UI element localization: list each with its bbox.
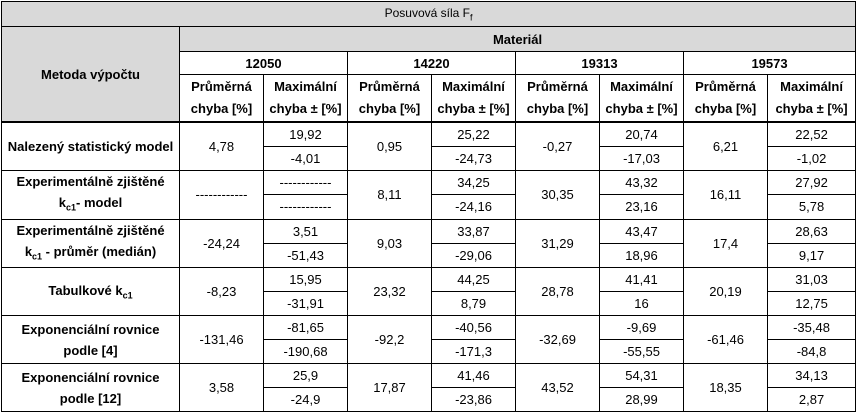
row-label: Nalezený statistický model xyxy=(1,121,180,171)
max-pos-value: 41,41 xyxy=(599,267,684,293)
max-neg-value: -55,55 xyxy=(599,339,684,365)
row-label: Exponenciální rovnice podle [4] xyxy=(1,315,180,365)
max-pos-value: 19,92 xyxy=(263,121,348,147)
max-pos-value: 34,13 xyxy=(766,363,856,389)
avg-value: 6,21 xyxy=(683,121,768,171)
avg-value: 18,35 xyxy=(683,363,768,413)
avg-value: -8,23 xyxy=(179,267,264,317)
max-pos-value: 44,25 xyxy=(431,267,516,293)
max-neg-value: 2,87 xyxy=(766,387,856,413)
max-pos-value: 34,25 xyxy=(431,169,516,196)
max-neg-value: -17,03 xyxy=(599,146,684,171)
avg-value: 8,11 xyxy=(347,170,432,220)
max-pos-value: 28,63 xyxy=(766,218,856,244)
avg-value: 17,87 xyxy=(347,363,432,413)
avg-value: ------------ xyxy=(179,170,264,220)
avg-value: 23,32 xyxy=(347,267,432,317)
max-pos-value: 31,03 xyxy=(766,267,856,293)
max-pos-value: -40,56 xyxy=(431,315,516,341)
max-neg-value: -171,3 xyxy=(431,339,516,365)
avg-value: -92,2 xyxy=(347,315,432,365)
max-pos-value: 43,32 xyxy=(599,169,684,196)
avg-value: 20,19 xyxy=(683,267,768,317)
max-neg-value: 5,78 xyxy=(766,194,856,220)
material-name: 19573 xyxy=(682,51,856,75)
max-pos-value: 43,47 xyxy=(599,218,684,244)
avg-value: -0,27 xyxy=(515,121,600,171)
max-neg-value: -4,01 xyxy=(263,146,348,171)
max-neg-value: 16 xyxy=(599,291,684,317)
max-neg-value: -1,02 xyxy=(766,146,856,171)
max-neg-value: ------------ xyxy=(263,194,348,220)
avg-value: 17,4 xyxy=(683,218,768,269)
max-pos-value: 15,95 xyxy=(263,267,348,293)
max-pos-value: 20,74 xyxy=(599,121,684,147)
method-header: Metoda výpočtu xyxy=(1,26,180,123)
avg-value: 16,11 xyxy=(683,170,768,220)
table-title: Posuvová síla Ff xyxy=(0,1,856,27)
max-pos-value: -81,65 xyxy=(263,315,348,341)
max-neg-value: 9,17 xyxy=(766,242,856,269)
max-neg-value: -190,68 xyxy=(263,339,348,365)
avg-value: -24,24 xyxy=(179,218,264,269)
avg-value: -61,46 xyxy=(683,315,768,365)
max-pos-value: 22,52 xyxy=(766,121,856,147)
max-pos-value: 41,46 xyxy=(431,363,516,389)
max-neg-value: 28,99 xyxy=(599,387,684,413)
max-neg-value: -84,8 xyxy=(766,339,856,365)
max-neg-value: 8,79 xyxy=(431,291,516,317)
max-pos-value: -35,48 xyxy=(766,315,856,341)
material-name: 19313 xyxy=(515,51,684,75)
max-neg-value: -24,9 xyxy=(263,387,348,413)
row-label: Tabulkové kc1 xyxy=(1,267,180,317)
max-pos-value: 25,9 xyxy=(263,363,348,389)
max-neg-value: -29,06 xyxy=(431,242,516,269)
row-label: Experimentálně zjištěné kc1 - průměr (med… xyxy=(1,218,180,269)
max-neg-value: 18,96 xyxy=(599,242,684,269)
col-avg-header: Průměrná chyba [%] xyxy=(683,74,768,123)
max-pos-value: 3,51 xyxy=(263,218,348,244)
material-name: 12050 xyxy=(179,51,348,75)
max-pos-value: 25,22 xyxy=(431,121,516,147)
max-neg-value: 12,75 xyxy=(766,291,856,317)
avg-value: 43,52 xyxy=(515,363,600,413)
avg-value: -131,46 xyxy=(179,315,264,365)
material-name: 14220 xyxy=(347,51,516,75)
avg-value: 0,95 xyxy=(347,121,432,171)
col-avg-header: Průměrná chyba [%] xyxy=(515,74,600,123)
max-neg-value: -24,16 xyxy=(431,194,516,220)
max-pos-value: -9,69 xyxy=(599,315,684,341)
material-header: Materiál xyxy=(178,26,856,52)
row-label: Exponenciální rovnice podle [12] xyxy=(1,363,180,413)
avg-value: 30,35 xyxy=(515,170,600,220)
max-neg-value: -51,43 xyxy=(263,242,348,269)
col-max-header: Maximální chyba ± [%] xyxy=(263,74,348,123)
avg-value: 31,29 xyxy=(515,218,600,269)
col-max-header: Maximální chyba ± [%] xyxy=(599,74,684,123)
max-neg-value: -23,86 xyxy=(431,387,516,413)
max-pos-value: 54,31 xyxy=(599,363,684,389)
col-max-header: Maximální chyba ± [%] xyxy=(766,74,856,123)
avg-value: 9,03 xyxy=(347,218,432,269)
col-avg-header: Průměrná chyba [%] xyxy=(347,74,432,123)
max-pos-value: 33,87 xyxy=(431,218,516,244)
max-neg-value: 23,16 xyxy=(599,194,684,220)
max-pos-value: ------------ xyxy=(263,169,348,196)
avg-value: 4,78 xyxy=(179,121,264,171)
avg-value: 28,78 xyxy=(515,267,600,317)
max-pos-value: 27,92 xyxy=(766,169,856,196)
col-avg-header: Průměrná chyba [%] xyxy=(179,74,264,123)
row-label: Experimentálně zjištěné kc1- model xyxy=(1,170,180,220)
avg-value: 3,58 xyxy=(179,363,264,413)
max-neg-value: -31,91 xyxy=(263,291,348,317)
avg-value: -32,69 xyxy=(515,315,600,365)
col-max-header: Maximální chyba ± [%] xyxy=(431,74,516,123)
max-neg-value: -24,73 xyxy=(431,146,516,171)
